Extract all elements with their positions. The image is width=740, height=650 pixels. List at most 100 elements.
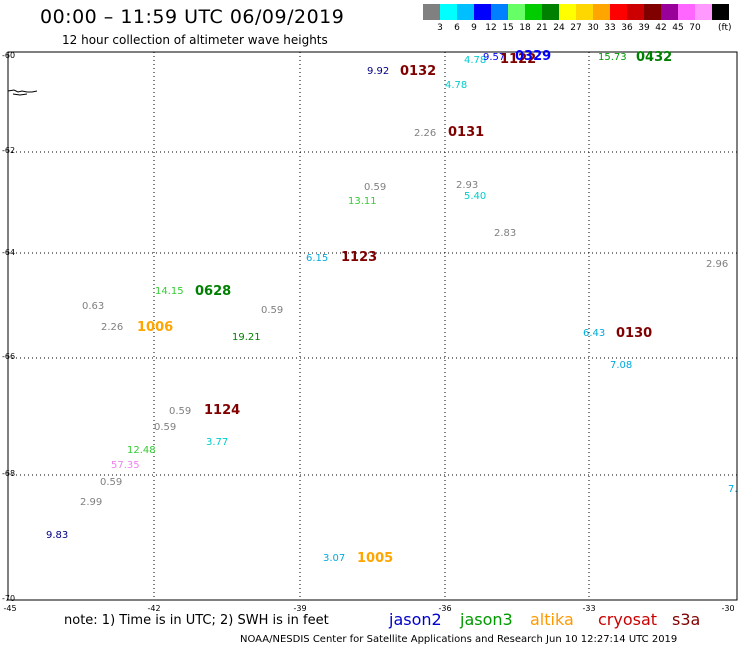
coastline-fragment [7,89,38,93]
swh-value: 0.59 [261,305,284,316]
scale-swatch [423,4,440,20]
swh-value: 2.83 [494,228,517,239]
lat-label: -66 [2,352,16,361]
scale-label: 18 [519,23,531,33]
lon-label: -30 [721,604,735,613]
map-title: 00:00 – 11:59 UTC 06/09/2019 [40,6,345,28]
plot-frame [7,51,738,601]
scale-swatch [491,4,508,20]
swh-value: 13.11 [348,196,377,207]
swh-value: 0.63 [82,301,105,312]
lon-label: -39 [293,604,307,613]
scale-swatch [508,4,525,20]
scale-swatch [474,4,491,20]
swh-value: 0.59 [364,182,387,193]
time-label: 1122 [500,52,537,67]
swh-value: 4.78 [445,80,468,91]
time-label: 0432 [636,50,673,65]
time-label: 0132 [400,64,437,79]
scale-swatch [712,4,729,20]
swh-value: 9.92 [367,66,390,77]
scale-swatch [440,4,457,20]
lat-label: -68 [2,469,16,478]
satellite-cryosat: cryosat [598,610,658,629]
lon-label: -36 [438,604,452,613]
scale-label: 33 [604,23,616,33]
satellite-jason3: jason3 [460,610,513,629]
swh-value: 5.40 [464,191,487,202]
time-label: 1124 [204,403,241,418]
swh-value: 15.73 [598,52,627,63]
time-label: 1005 [357,551,394,566]
scale-swatch [644,4,661,20]
lat-gridlines [8,151,737,476]
scale-label: 27 [570,23,582,33]
scale-label: 6 [454,23,460,33]
swh-value: 57.35 [111,460,140,471]
satellite-jason2: jason2 [389,610,442,629]
scale-label: 45 [672,23,684,33]
scale-swatch [695,4,712,20]
swh-value: 2.99 [80,497,103,508]
swh-value: 3.07 [323,553,346,564]
scale-swatch [525,4,542,20]
satellite-altika: altika [530,610,574,629]
swh-value: 0.59 [100,477,123,488]
lon-label: -42 [147,604,161,613]
scale-swatch [610,4,627,20]
swh-value: 7. [728,484,738,495]
scale-swatch [559,4,576,20]
lat-label: -60 [2,51,16,60]
scale-swatch [627,4,644,20]
swh-value: 6.15 [306,253,329,264]
footer-note: note: 1) Time is in UTC; 2) SWH is in fe… [64,613,329,628]
swh-value: 3.77 [206,437,229,448]
swh-value: 9.57 [483,52,506,63]
scale-label: 39 [638,23,650,33]
time-label: 0131 [448,125,485,140]
time-label: 0628 [195,284,232,299]
scale-label: 36 [621,23,633,33]
swh-value: 12.48 [127,445,156,456]
scale-swatch [661,4,678,20]
coastline-fragment-2 [12,93,28,96]
scale-label: 21 [536,23,548,33]
scale-label: 3 [437,23,443,33]
time-label: 1123 [341,250,378,265]
scale-label: 42 [655,23,667,33]
swh-value: 19.21 [232,332,261,343]
swh-value: 6.43 [583,328,606,339]
scale-unit: (ft) [718,23,732,33]
scale-swatch [593,4,610,20]
scale-swatch [678,4,695,20]
swh-value: 2.93 [456,180,479,191]
scale-swatch [576,4,593,20]
scale-swatch [457,4,474,20]
lat-label: -64 [2,248,16,257]
map-subtitle: 12 hour collection of altimeter wave hei… [62,33,328,47]
swh-value: 4.78 [464,55,487,66]
scale-label: 9 [471,23,477,33]
swh-value: 2.96 [706,259,729,270]
satellite-s3a: s3a [672,610,701,629]
credit-line: NOAA/NESDIS Center for Satellite Applica… [240,634,678,645]
lon-label: -33 [582,604,596,613]
scale-label: 24 [553,23,565,33]
scale-swatch [542,4,559,20]
time-label: 0130 [616,326,653,341]
scale-label: 30 [587,23,599,33]
swh-value: 9.83 [46,530,69,541]
lon-label: -45 [3,604,17,613]
swh-value: 14.15 [155,286,184,297]
swh-value: 2.26 [414,128,437,139]
scale-label: 15 [502,23,514,33]
swh-value: 2.26 [101,322,124,333]
lat-label: -62 [2,146,16,155]
lat-label: -70 [2,594,16,603]
lon-gridlines [153,52,590,600]
time-label: 1006 [137,320,174,335]
swh-value: 0.59 [169,406,192,417]
time-label: 0329 [515,49,552,64]
scale-label: 70 [689,23,701,33]
